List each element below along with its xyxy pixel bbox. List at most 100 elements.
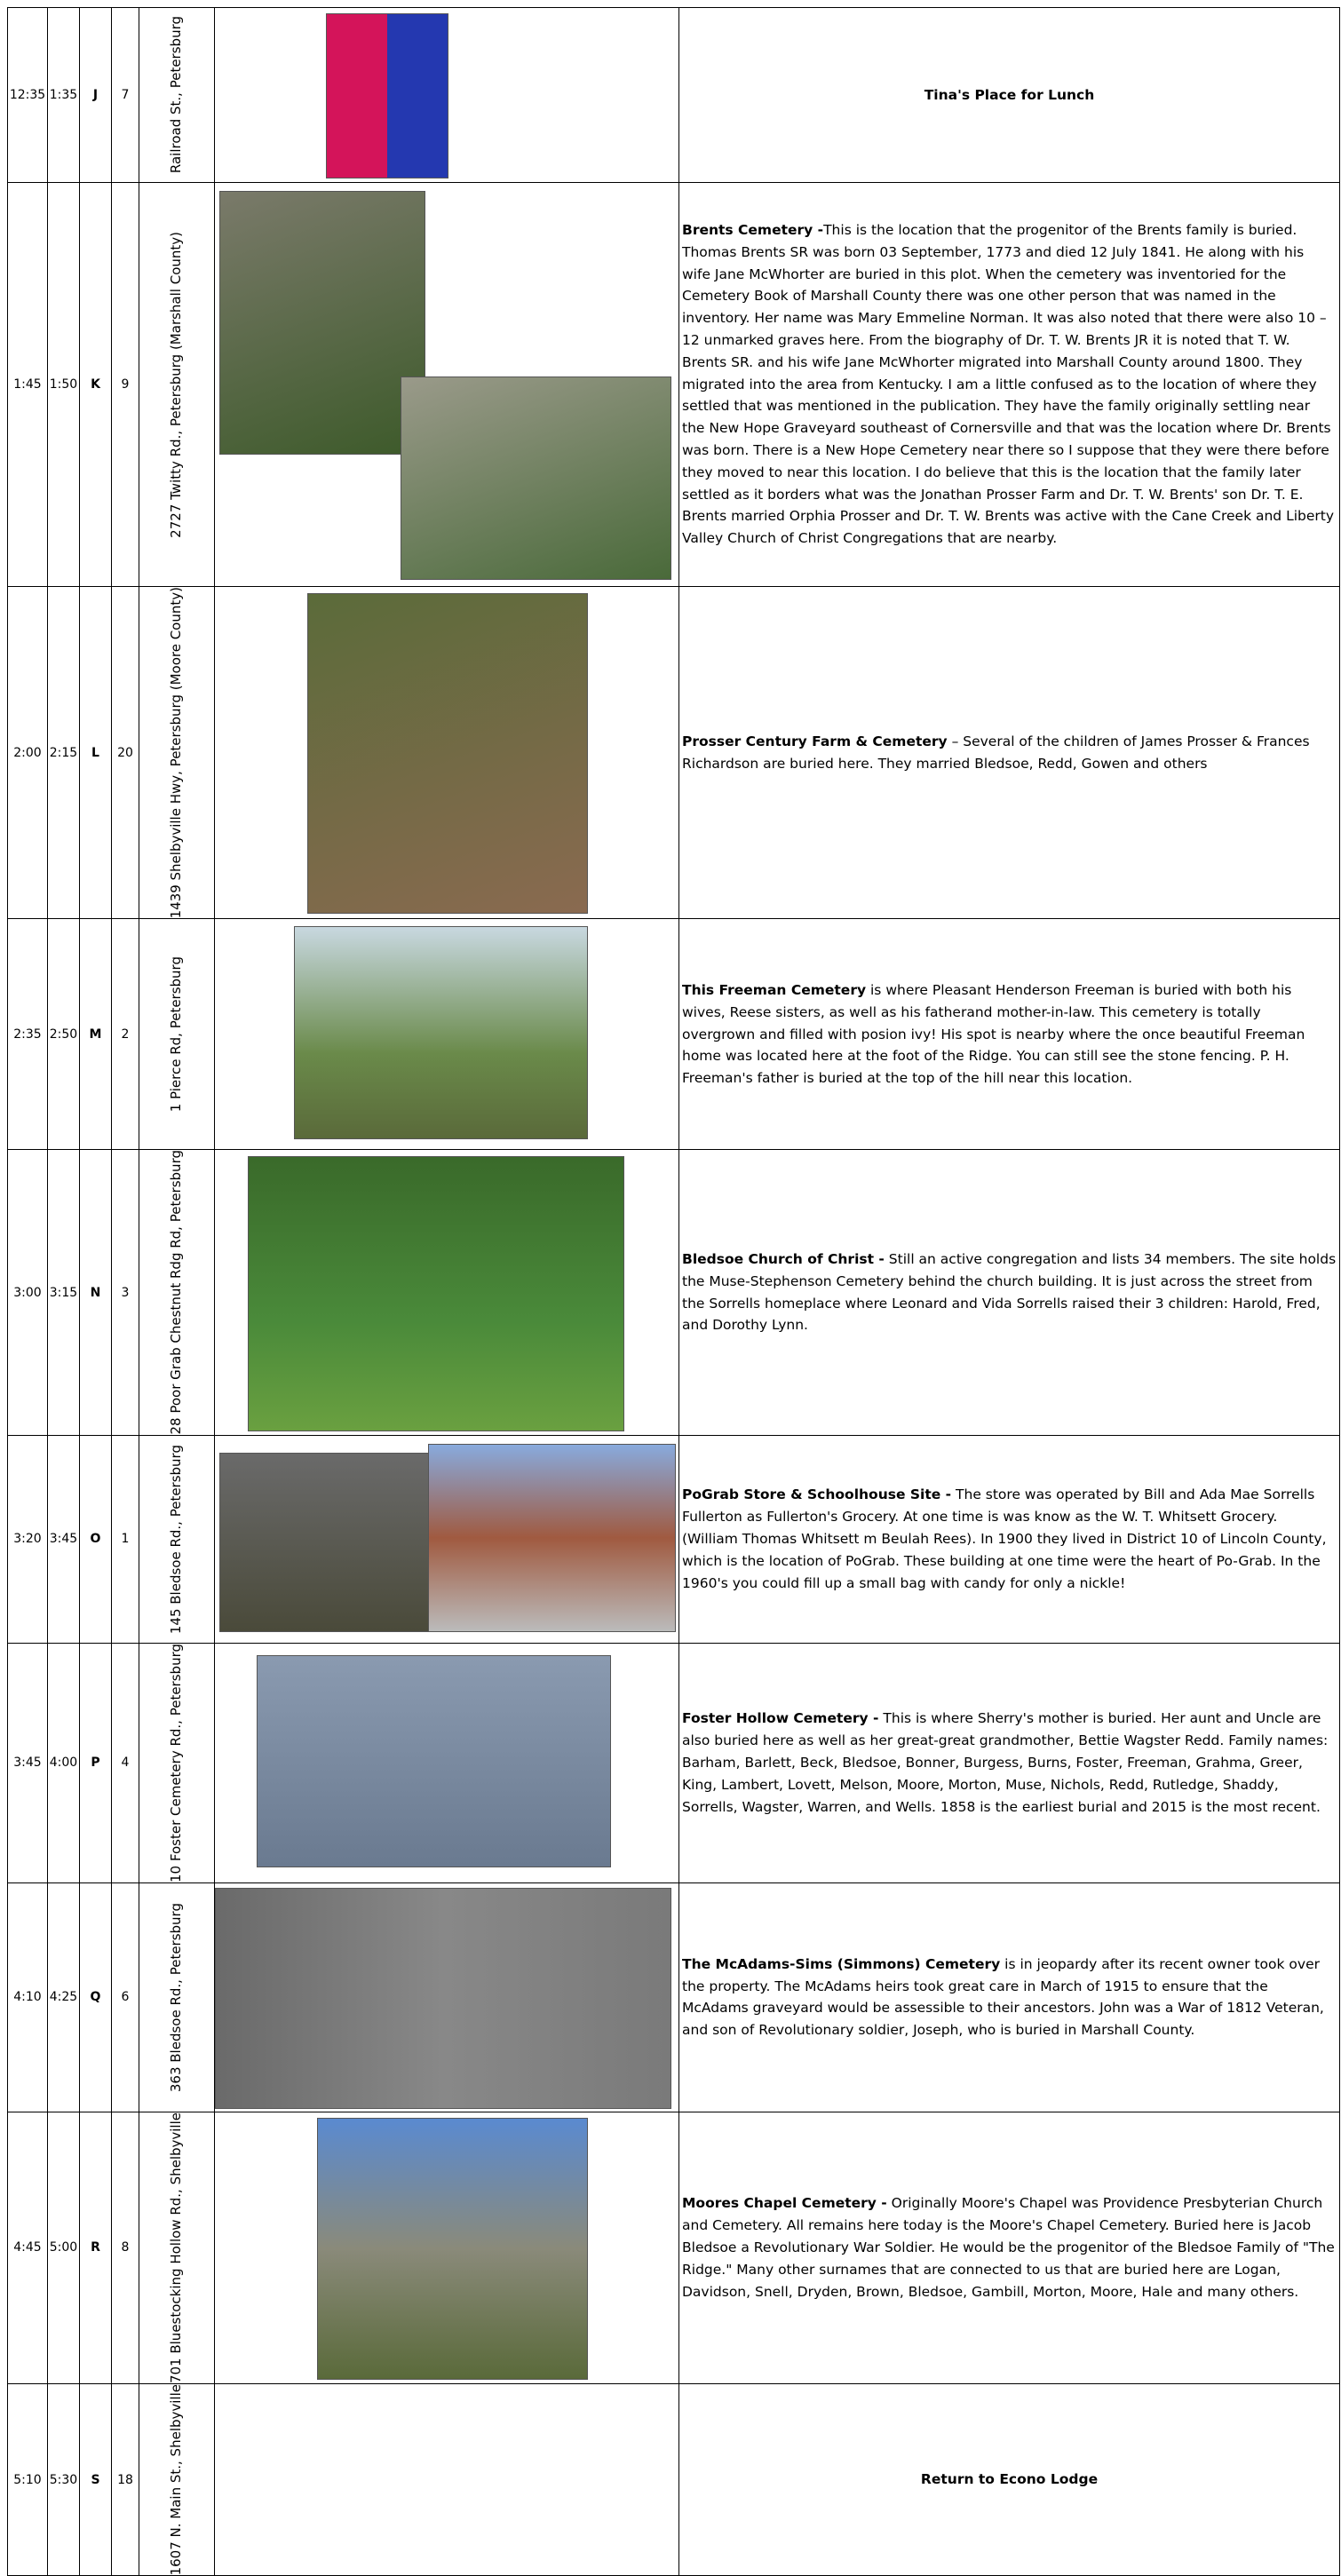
address: 10 Foster Cemetery Rd., Petersburg [168,1643,185,1882]
stop-letter: Q [79,1882,112,2112]
description: This Freeman Cemetery is where Pleasant … [678,918,1340,1151]
description-text: is where Pleasant Henderson Freeman is b… [682,981,1305,1087]
stop-letter: R [79,2111,112,2384]
start-time: 4:45 [7,2111,48,2384]
stop-order: 18 [111,2382,139,2576]
description-title: Brents Cemetery - [682,222,824,239]
description-title: Foster Hollow Cemetery - [682,1710,879,1727]
photo-cell [214,585,679,920]
description-title: Bledsoe Church of Christ - [682,1251,885,1268]
row: 12:35 1:35 J 7 Railroad St., Petersburg Tina'… [7,7,1340,183]
end-time: 3:15 [47,1149,80,1436]
address: 28 Poor Grab Chestnut Rdg Rd, Petersburg [168,1150,185,1435]
photo [256,1655,611,1868]
stop-order: 4 [111,1642,139,1883]
photo [400,376,671,580]
start-time: 2:00 [7,585,48,920]
address-cell: 1439 Shelbyville Hwy, Petersburg (Moore … [139,585,215,920]
description: The McAdams-Sims (Simmons) Cemetery is i… [678,1882,1340,2112]
description-title: Return to Econo Lodge [920,2471,1099,2488]
address-cell: 363 Bledsoe Rd., Petersburg [139,1882,215,2112]
stop-order: 3 [111,1149,139,1436]
start-time: 1:45 [7,182,48,587]
start-time: 4:10 [7,1882,48,2112]
photo [247,1155,625,1431]
end-time: 2:15 [47,585,80,920]
address-cell: Railroad St., Petersburg [139,7,215,183]
photo-cell [214,1642,679,1883]
address-cell: 2727 Twitty Rd., Petersburg (Marshall Co… [139,182,215,587]
description-title: Tina's Place for Lunch [924,86,1095,103]
description-title: Moores Chapel Cemetery - [682,2195,887,2212]
stop-letter: J [79,7,112,183]
address: 701 Bluestocking Hollow Rd., Shelbyville [168,2112,185,2383]
description-title: The McAdams-Sims (Simmons) Cemetery [682,1955,1001,1972]
stop-order: 1 [111,1434,139,1644]
row: 1:45 1:50 K 9 2727 Twitty Rd., Petersburg (M… [7,182,1340,587]
photo [316,2118,588,2380]
row: 2:00 2:15 L 20 1439 Shelbyville Hwy, Petersb… [7,585,1340,920]
start-time: 12:35 [7,7,48,183]
photo-cell [214,1149,679,1436]
photo-cell [214,1882,679,2112]
row: 2:35 2:50 M 2 1 Pierce Rd, Petersburg This Fr… [7,918,1340,1151]
end-time: 1:35 [47,7,80,183]
stop-order: 2 [111,918,139,1151]
stop-order: 8 [111,2111,139,2384]
end-time: 3:45 [47,1434,80,1644]
address-cell: 1 Pierce Rd, Petersburg [139,918,215,1151]
start-time: 5:10 [7,2382,48,2576]
end-time: 5:00 [47,2111,80,2384]
start-time: 3:20 [7,1434,48,1644]
start-time: 3:00 [7,1149,48,1436]
photo-cell [214,182,679,587]
description-text: This is the location that the progenitor… [682,222,1335,547]
description-text: The store was operated by Bill and Ada M… [682,1486,1327,1591]
stop-order: 20 [111,585,139,920]
photo [428,1444,676,1632]
row: 4:10 4:25 Q 6 363 Bledsoe Rd., Petersburg The… [7,1882,1340,2112]
address: 145 Bledsoe Rd., Petersburg [168,1444,185,1634]
photo [293,926,588,1140]
row: 5:10 5:30 S 18 1607 N. Main St., Shelbyville… [7,2382,1340,2576]
end-time: 2:50 [47,918,80,1151]
description: Moores Chapel Cemetery - Originally Moor… [678,2111,1340,2384]
description: PoGrab Store & Schoolhouse Site - The st… [678,1434,1340,1644]
photo [326,12,448,179]
address: 1607 N. Main St., Shelbyville [168,2383,185,2576]
start-time: 2:35 [7,918,48,1151]
page: 12:35 1:35 J 7 Railroad St., Petersburg Tina'… [7,7,1340,2576]
photo [215,1888,671,2109]
description-text: is in jeopardy after its recent owner to… [682,1955,1324,2039]
start-time: 3:45 [7,1642,48,1883]
row: 3:00 3:15 N 3 28 Poor Grab Chestnut Rdg Rd, … [7,1149,1340,1436]
address-cell: 28 Poor Grab Chestnut Rdg Rd, Petersburg [139,1149,215,1436]
address: 1439 Shelbyville Hwy, Petersburg (Moore … [168,587,185,919]
stop-letter: S [79,2382,112,2576]
description-text: – Several of the children of James Pross… [682,733,1310,772]
stop-letter: P [79,1642,112,1883]
photo-cell [214,2382,679,2576]
stop-letter: M [79,918,112,1151]
address: 1 Pierce Rd, Petersburg [168,956,185,1113]
stop-order: 9 [111,182,139,587]
photo [219,191,425,456]
description-title: Prosser Century Farm & Cemetery [682,733,948,749]
photo-cell [214,7,679,183]
photo-cell [214,918,679,1151]
description-text: This is where Sherry's mother is buried.… [682,1710,1329,1815]
end-time: 4:00 [47,1642,80,1883]
itinerary-table: 12:35 1:35 J 7 Railroad St., Petersburg Tina'… [7,7,1340,2576]
photo-cell [214,1434,679,1644]
row: 3:45 4:00 P 4 10 Foster Cemetery Rd., Peters… [7,1642,1340,1883]
description-title: PoGrab Store & Schoolhouse Site - [682,1486,952,1503]
description: Brents Cemetery -This is the location th… [678,182,1340,587]
address-cell: 701 Bluestocking Hollow Rd., Shelbyville [139,2111,215,2384]
row: 4:45 5:00 R 8 701 Bluestocking Hollow Rd., S… [7,2111,1340,2384]
address-cell: 1607 N. Main St., Shelbyville [139,2382,215,2576]
description: Bledsoe Church of Christ - Still an acti… [678,1149,1340,1436]
end-time: 1:50 [47,182,80,587]
address-cell: 145 Bledsoe Rd., Petersburg [139,1434,215,1644]
stop-letter: O [79,1434,112,1644]
stop-order: 7 [111,7,139,183]
